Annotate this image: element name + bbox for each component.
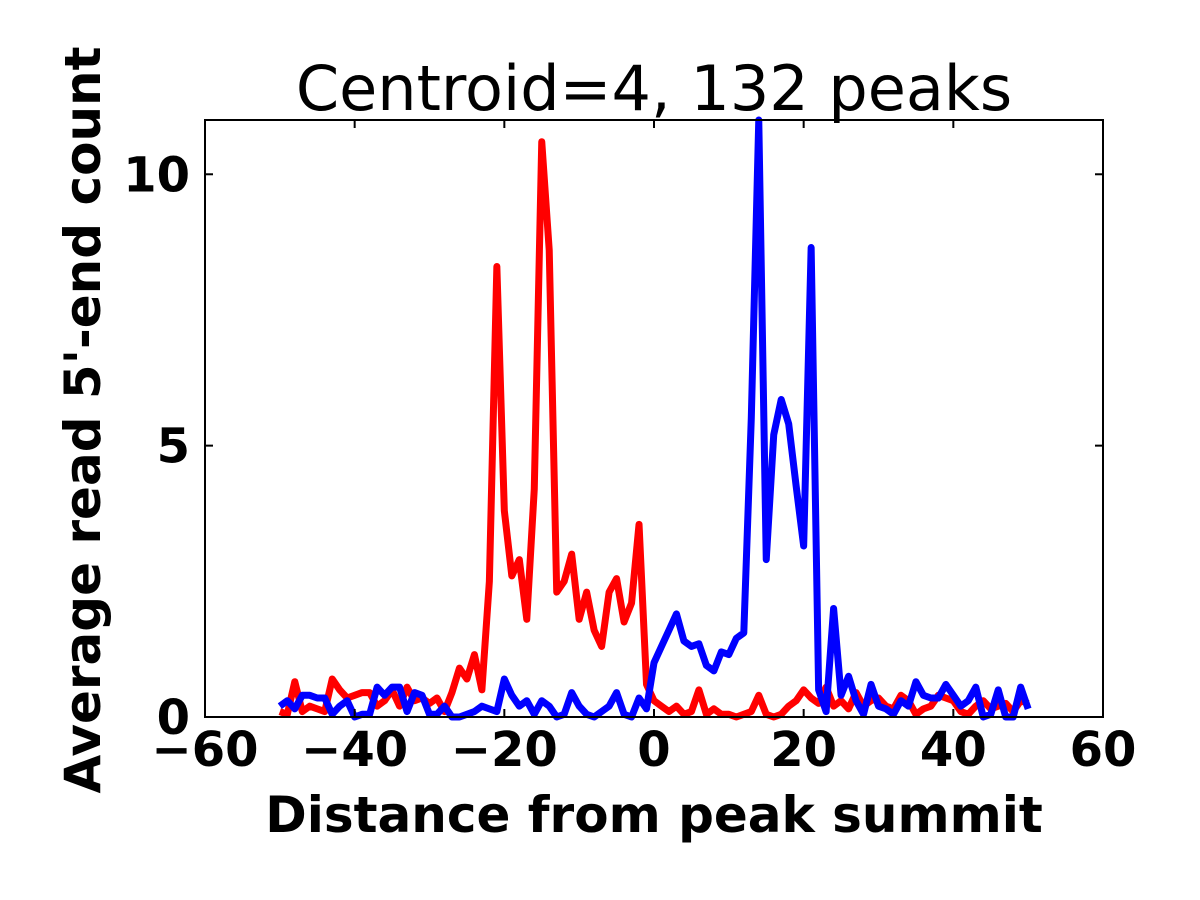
x-tick-label: 60 [1070,722,1137,778]
x-tick-label: −40 [301,722,408,778]
x-tick-label: 20 [770,722,837,778]
series-line-1 [278,138,1030,721]
x-tick-label: 40 [920,722,987,778]
x-tick-label: −20 [451,722,558,778]
y-tick-label: 10 [123,147,190,203]
series-layer [277,116,1032,721]
x-axis-label: Distance from peak summit [265,786,1043,844]
y-tick-label: 5 [157,419,190,475]
y-axis-label: Average read 5'-end count [54,46,112,793]
series-line-2 [277,116,1032,721]
chart-title: Centroid=4, 132 peaks [296,52,1012,125]
x-tick-label: 0 [637,722,670,778]
plot-frame [204,119,1104,718]
x-tick-label: −60 [151,722,258,778]
ticks-layer: −60 −40 −20 0 20 40 60 0 5 10 [123,120,1136,778]
y-tick-label: 0 [157,690,190,746]
